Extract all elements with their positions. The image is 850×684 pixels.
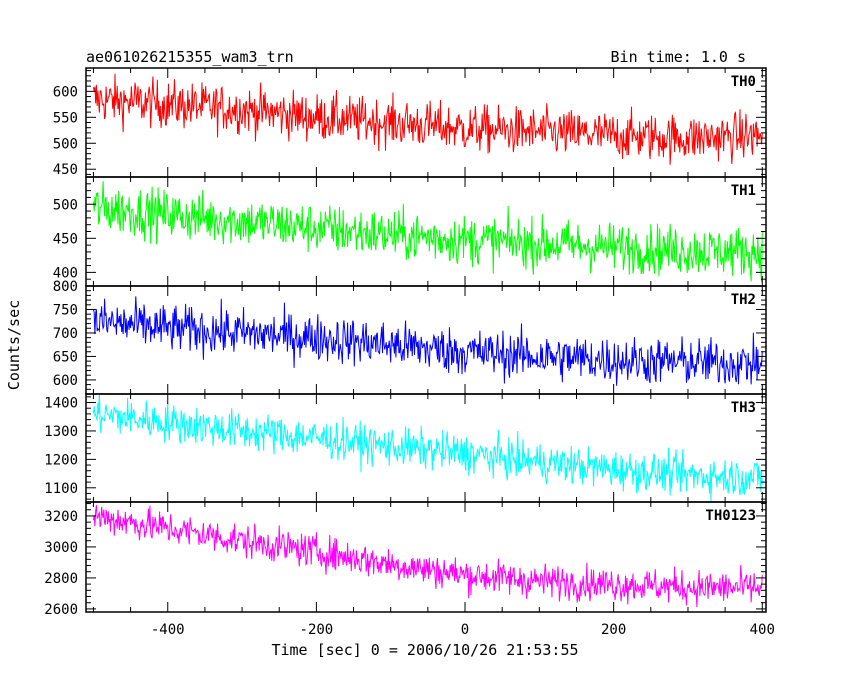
panel-frame bbox=[85, 501, 767, 613]
y-tick-label: 2600 bbox=[44, 602, 78, 618]
panels: TH0 450 500 550 600 TH1 400 450 500 TH2 600 650 700 7… bbox=[44, 67, 775, 638]
x-tick-label: -200 bbox=[300, 622, 334, 638]
y-tick-label: 650 bbox=[53, 349, 78, 365]
panel-th0123: TH0123 2600 2800 3000 3200 bbox=[44, 501, 767, 618]
series-line-th2 bbox=[92, 296, 763, 386]
panel-th0: TH0 450 500 550 600 bbox=[53, 67, 767, 178]
x-tick-label: -400 bbox=[151, 622, 185, 638]
y-tick-label: 700 bbox=[53, 326, 78, 342]
series-label: TH0 bbox=[731, 74, 756, 90]
series-line-th3 bbox=[92, 394, 763, 502]
chart-title: ae061026215355_wam3_trn bbox=[86, 48, 294, 66]
x-tick-label: 0 bbox=[461, 622, 469, 638]
y-tick-label: 1300 bbox=[44, 424, 78, 440]
y-tick-label: 1200 bbox=[44, 452, 78, 468]
series-line-th1 bbox=[92, 181, 763, 283]
panel-th2: TH2 600 650 700 750 800 bbox=[53, 279, 767, 395]
y-tick-label: 550 bbox=[53, 110, 78, 126]
series-label: TH3 bbox=[731, 400, 756, 416]
y-tick-label: 3200 bbox=[44, 509, 78, 525]
y-axis-label: Counts/sec bbox=[5, 300, 23, 390]
series-line-th0123 bbox=[92, 505, 763, 608]
x-tick-label: 200 bbox=[601, 622, 626, 638]
y-tick-label: 800 bbox=[53, 279, 78, 295]
panel-th3: TH3 1100 1200 1300 1400 bbox=[44, 393, 767, 503]
panel-th1: TH1 400 450 500 bbox=[53, 176, 767, 287]
y-tick-label: 450 bbox=[53, 231, 78, 247]
series-label: TH0123 bbox=[705, 508, 756, 524]
x-axis-label: Time [sec] 0 = 2006/10/26 21:53:55 bbox=[271, 641, 578, 659]
x-tick-label: 400 bbox=[750, 622, 775, 638]
y-tick-label: 750 bbox=[53, 302, 78, 318]
y-tick-label: 500 bbox=[53, 136, 78, 152]
y-tick-label: 450 bbox=[53, 162, 78, 178]
y-tick-label: 400 bbox=[53, 265, 78, 281]
panel-frame bbox=[85, 285, 767, 395]
series-label: TH1 bbox=[731, 183, 756, 199]
y-tick-label: 1400 bbox=[44, 396, 78, 412]
y-tick-label: 1100 bbox=[44, 481, 78, 497]
y-tick-label: 2800 bbox=[44, 571, 78, 587]
series-label: TH2 bbox=[731, 292, 756, 308]
bin-time-label: Bin time: 1.0 s bbox=[611, 48, 746, 66]
y-tick-label: 3000 bbox=[44, 540, 78, 556]
series-line-th0 bbox=[92, 73, 763, 165]
y-tick-label: 600 bbox=[53, 84, 78, 100]
y-tick-label: 500 bbox=[53, 197, 78, 213]
panel-frame bbox=[85, 67, 767, 178]
y-tick-label: 600 bbox=[53, 373, 78, 389]
